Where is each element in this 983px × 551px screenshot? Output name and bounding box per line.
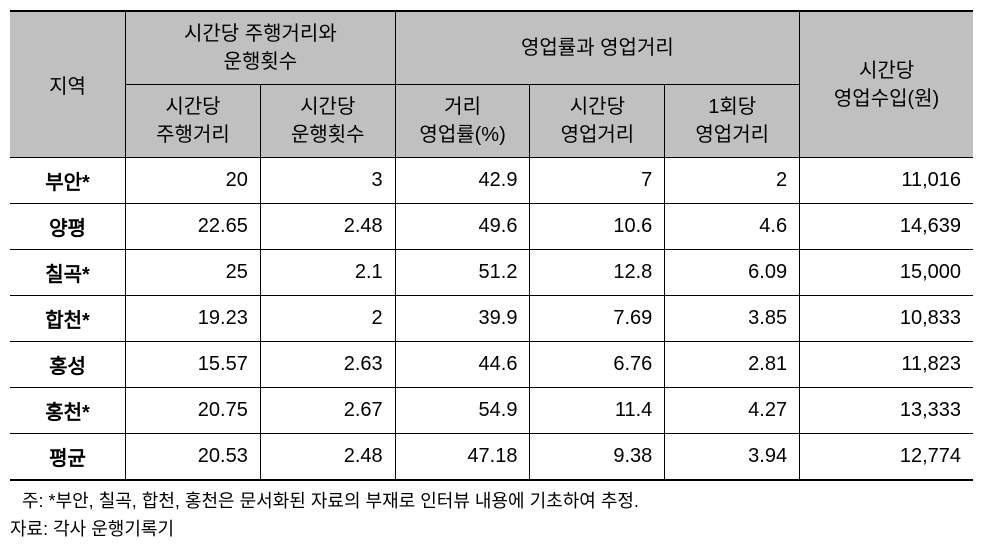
cell-value: 2.1: [260, 250, 395, 296]
cell-value: 3.94: [665, 434, 800, 481]
cell-value: 11,016: [800, 158, 973, 204]
cell-value: 44.6: [395, 342, 530, 388]
table-row: 합천* 19.23 2 39.9 7.69 3.85 10,833: [10, 296, 973, 342]
cell-value: 10,833: [800, 296, 973, 342]
cell-value: 2.81: [665, 342, 800, 388]
cell-region: 평균: [10, 434, 126, 481]
cell-value: 4.6: [665, 204, 800, 250]
cell-value: 2.67: [260, 388, 395, 434]
cell-value: 54.9: [395, 388, 530, 434]
header-group2: 영업률과 영업거리: [395, 11, 799, 85]
cell-value: 2.63: [260, 342, 395, 388]
cell-region: 홍성: [10, 342, 126, 388]
cell-region: 칠곡*: [10, 250, 126, 296]
cell-value: 9.38: [530, 434, 665, 481]
cell-value: 51.2: [395, 250, 530, 296]
cell-value: 12.8: [530, 250, 665, 296]
table-row: 양평 22.65 2.48 49.6 10.6 4.6 14,639: [10, 204, 973, 250]
cell-region: 합천*: [10, 296, 126, 342]
cell-value: 15,000: [800, 250, 973, 296]
cell-value: 3.85: [665, 296, 800, 342]
cell-value: 14,639: [800, 204, 973, 250]
cell-value: 2: [260, 296, 395, 342]
cell-region: 홍천*: [10, 388, 126, 434]
header-sub-distance-per-hour: 시간당주행거리: [126, 85, 261, 158]
table-row: 홍천* 20.75 2.67 54.9 11.4 4.27 13,333: [10, 388, 973, 434]
table-row: 칠곡* 25 2.1 51.2 12.8 6.09 15,000: [10, 250, 973, 296]
cell-value: 2: [665, 158, 800, 204]
table-body: 부안* 20 3 42.9 7 2 11,016 양평 22.65 2.48 4…: [10, 158, 973, 481]
cell-value: 11.4: [530, 388, 665, 434]
cell-value: 19.23: [126, 296, 261, 342]
cell-region: 부안*: [10, 158, 126, 204]
data-table: 지역 시간당 주행거리와운행횟수 영업률과 영업거리 시간당영업수입(원) 시간…: [10, 10, 973, 481]
cell-value: 47.18: [395, 434, 530, 481]
header-sub-distance-rate: 거리영업률(%): [395, 85, 530, 158]
cell-value: 20.75: [126, 388, 261, 434]
cell-value: 6.76: [530, 342, 665, 388]
cell-value: 20: [126, 158, 261, 204]
source-text: 자료: 각사 운행기록기: [10, 515, 973, 541]
header-region: 지역: [10, 11, 126, 158]
cell-value: 7.69: [530, 296, 665, 342]
cell-value: 22.65: [126, 204, 261, 250]
cell-value: 2.48: [260, 204, 395, 250]
cell-value: 2.48: [260, 434, 395, 481]
cell-value: 12,774: [800, 434, 973, 481]
header-group1: 시간당 주행거리와운행횟수: [126, 11, 396, 85]
cell-value: 42.9: [395, 158, 530, 204]
table-row: 홍성 15.57 2.63 44.6 6.76 2.81 11,823: [10, 342, 973, 388]
table-row: 부안* 20 3 42.9 7 2 11,016: [10, 158, 973, 204]
table-row: 평균 20.53 2.48 47.18 9.38 3.94 12,774: [10, 434, 973, 481]
cell-value: 20.53: [126, 434, 261, 481]
cell-value: 7: [530, 158, 665, 204]
cell-value: 39.9: [395, 296, 530, 342]
cell-value: 25: [126, 250, 261, 296]
cell-value: 49.6: [395, 204, 530, 250]
cell-value: 6.09: [665, 250, 800, 296]
header-sub-biz-distance-trip: 1회당영업거리: [665, 85, 800, 158]
cell-value: 4.27: [665, 388, 800, 434]
header-sub-biz-distance-hour: 시간당영업거리: [530, 85, 665, 158]
cell-value: 15.57: [126, 342, 261, 388]
cell-value: 11,823: [800, 342, 973, 388]
header-sub-trips-per-hour: 시간당운행횟수: [260, 85, 395, 158]
cell-value: 10.6: [530, 204, 665, 250]
footnote-text: 주: *부안, 칠곡, 합천, 홍천은 문서화된 자료의 부재로 인터뷰 내용에…: [10, 487, 973, 513]
header-income: 시간당영업수입(원): [800, 11, 973, 158]
cell-value: 3: [260, 158, 395, 204]
cell-value: 13,333: [800, 388, 973, 434]
cell-region: 양평: [10, 204, 126, 250]
